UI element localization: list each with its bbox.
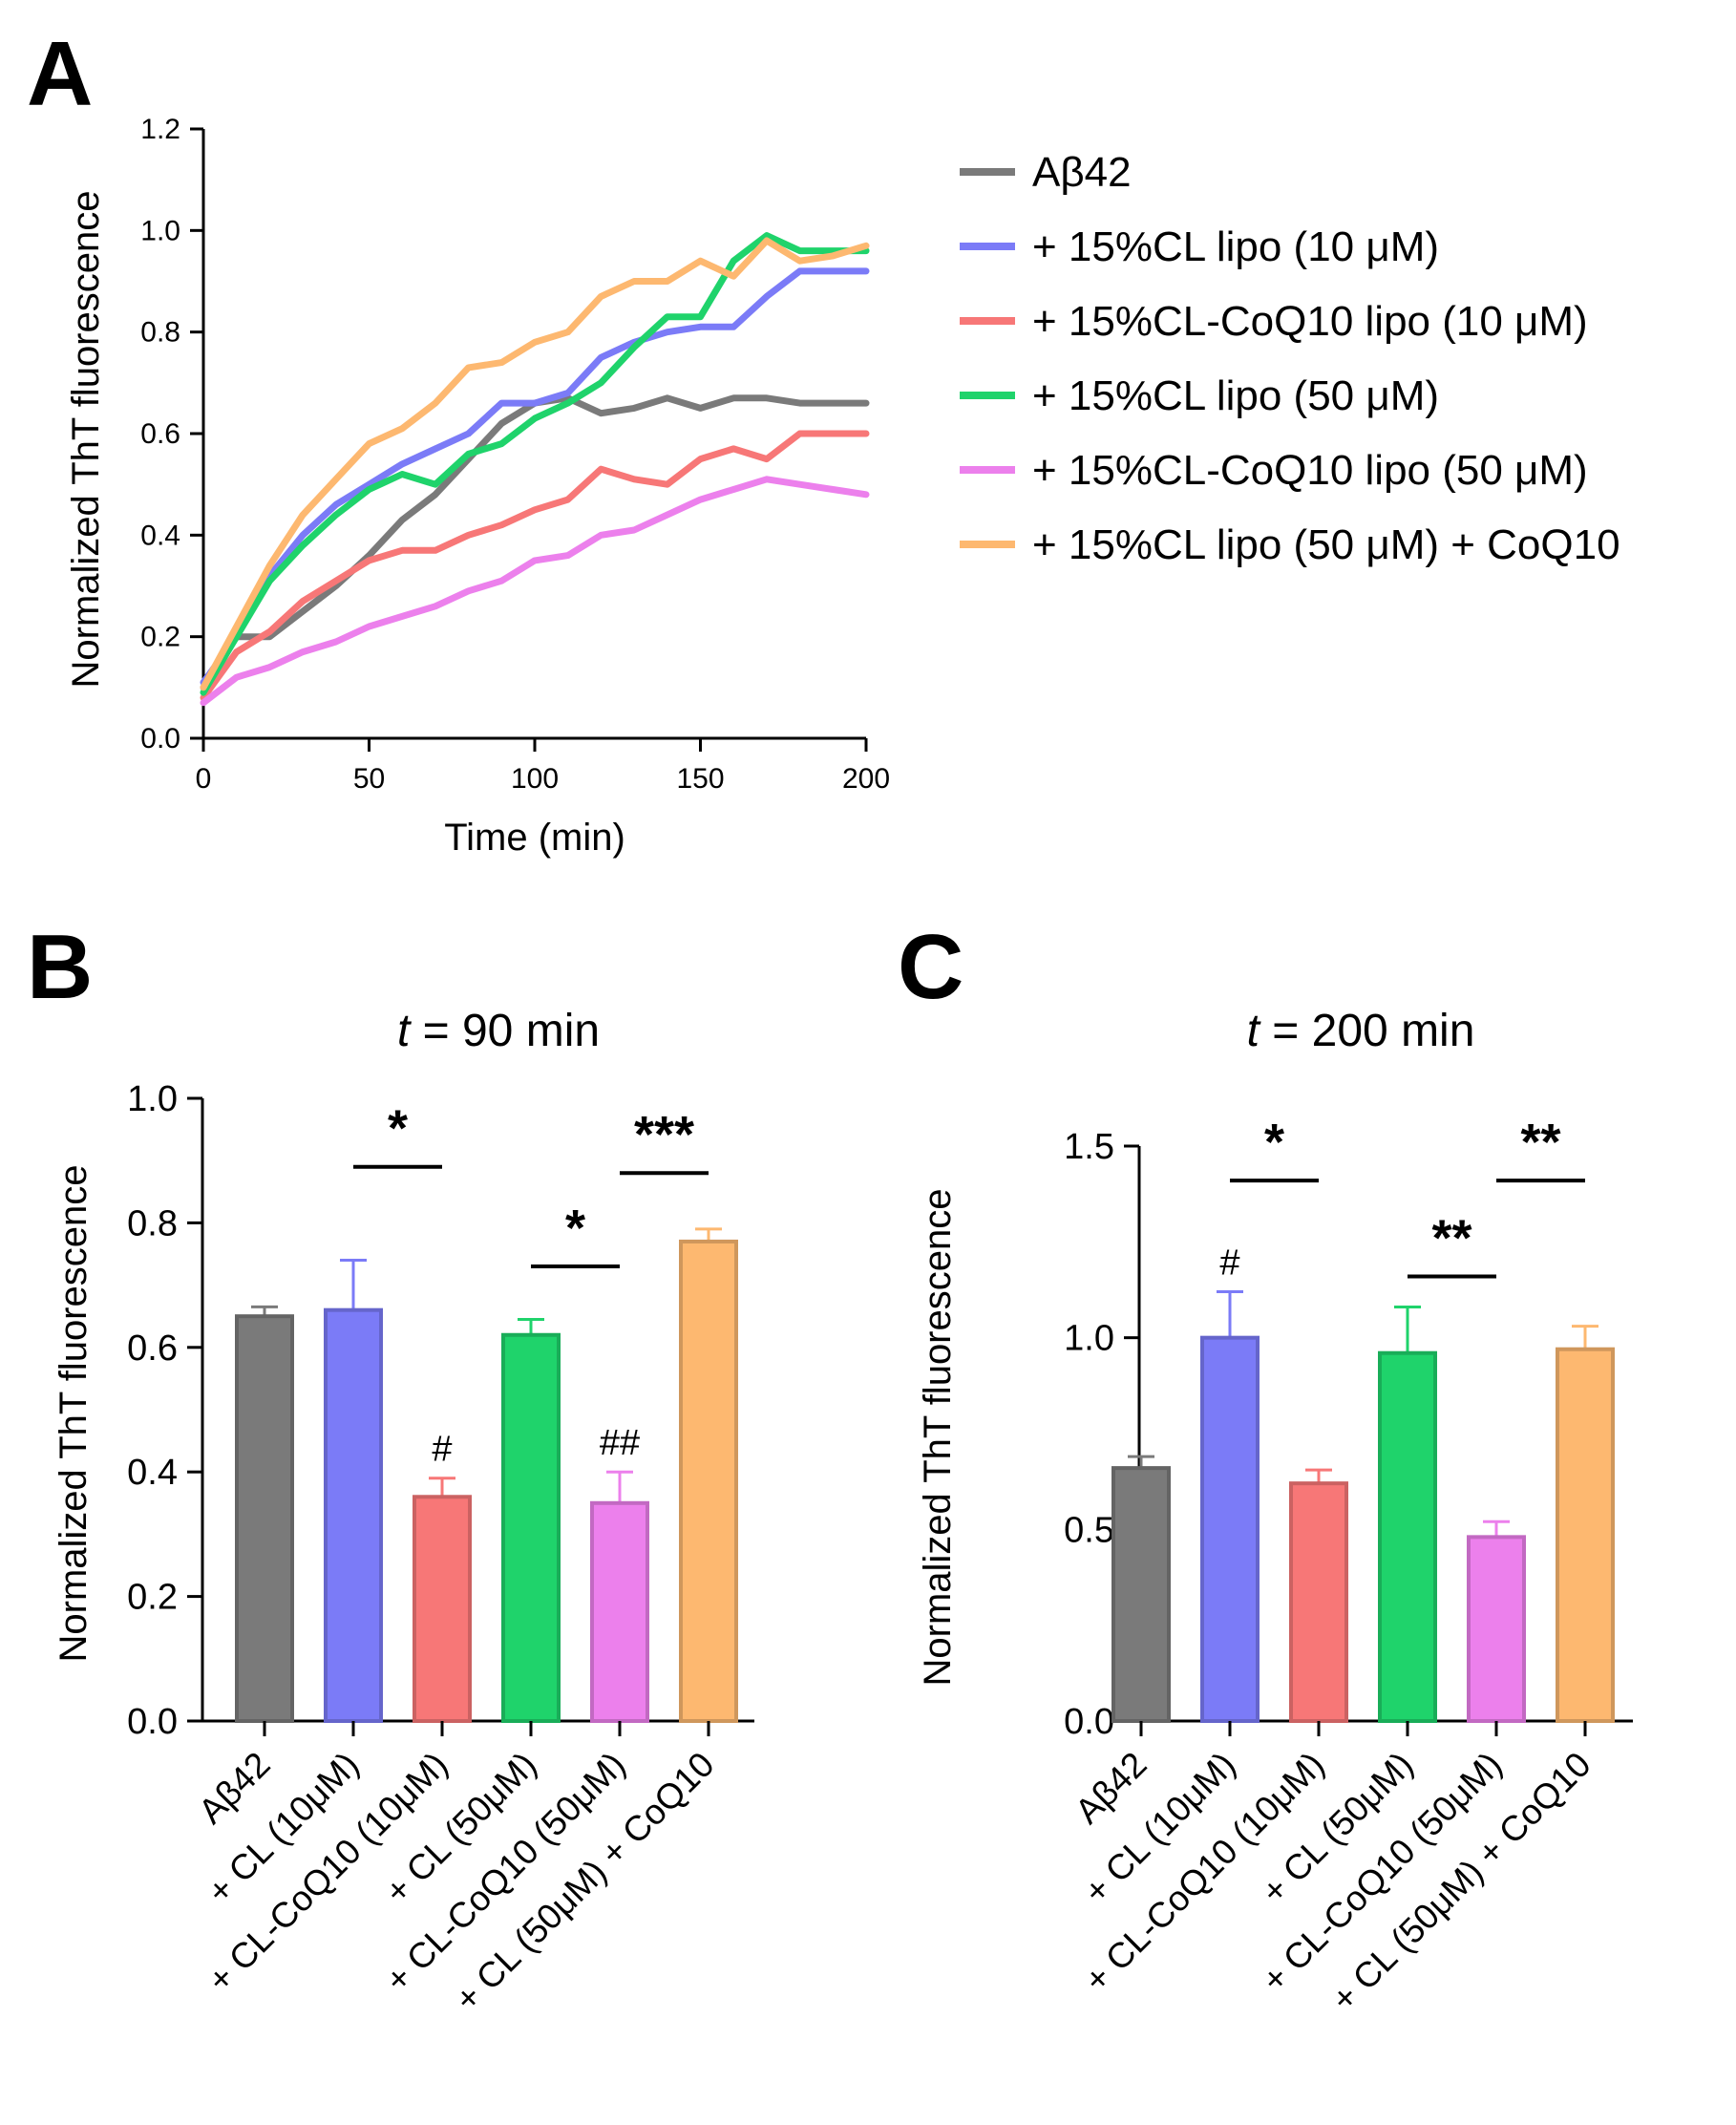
legend-label: + 15%CL lipo (50 μM) + CoQ10 bbox=[1032, 521, 1620, 568]
y-tick-label: 1.0 bbox=[1064, 1319, 1114, 1359]
bar-abeta42 bbox=[1111, 1466, 1171, 1723]
panel-c-label: C bbox=[898, 916, 963, 1018]
significance-hash: ## bbox=[600, 1423, 640, 1463]
legend: Aβ42 + 15%CL lipo (10 μM) + 15%CL-CoQ10 li… bbox=[960, 149, 1620, 568]
series-line-cl10 bbox=[200, 267, 870, 686]
panel-b-title: t = 90 min bbox=[397, 1006, 600, 1056]
significance-stars: * bbox=[1264, 1114, 1284, 1171]
y-tick-label: 0.4 bbox=[127, 1453, 178, 1493]
significance-stars: * bbox=[565, 1200, 585, 1257]
y-tick-label: 0.6 bbox=[127, 1328, 178, 1369]
significance-stars: ** bbox=[1431, 1209, 1471, 1266]
x-tick-label: 0 bbox=[196, 763, 212, 795]
panel-b-ylabel: Normalized ThT fluorescence bbox=[53, 1165, 95, 1663]
x-tick-label: 200 bbox=[842, 763, 890, 795]
series-line-clcoq10_50 bbox=[200, 476, 870, 707]
significance-stars: * bbox=[388, 1100, 408, 1158]
series-line-cl50 bbox=[200, 232, 870, 696]
x-tick-label: 50 bbox=[353, 763, 385, 795]
panel-c-bar-chart: C t = 200 min Normalized ThT fluorescenc… bbox=[898, 916, 1633, 2019]
bar-clcoq10_10 bbox=[1289, 1481, 1348, 1723]
legend-label: Aβ42 bbox=[1032, 149, 1132, 196]
panel-c-ylabel: Normalized ThT fluorescence bbox=[917, 1189, 959, 1687]
x-tick-label: 150 bbox=[676, 763, 724, 795]
bar-cl10 bbox=[1200, 1335, 1260, 1723]
panel-a-ylabel: Normalized ThT fluorescence bbox=[65, 191, 107, 689]
bar-cl50 bbox=[501, 1332, 561, 1723]
significance-hash: # bbox=[432, 1430, 452, 1470]
x-tick-label: 100 bbox=[511, 763, 559, 795]
significance-stars: *** bbox=[634, 1106, 694, 1163]
y-tick-label: 0.6 bbox=[140, 418, 180, 450]
panel-a-line-chart: A 0.0 0.2 0.4 0.6 0.8 1.0 1.2 0 50 100 150 200 Time… bbox=[27, 23, 1620, 859]
bar-cl50_coq10 bbox=[679, 1239, 738, 1723]
legend-label: + 15%CL-CoQ10 lipo (50 μM) bbox=[1032, 447, 1588, 494]
y-tick-label: 1.2 bbox=[140, 114, 180, 145]
bar-cl50_coq10 bbox=[1556, 1347, 1615, 1723]
y-tick-label: 0.8 bbox=[127, 1203, 178, 1243]
y-tick-label: 0.0 bbox=[127, 1702, 178, 1742]
panel-b-bar-chart: B t = 90 min Normalized ThT fluorescence… bbox=[27, 916, 754, 2019]
series-line-cl50_coq10 bbox=[200, 237, 870, 691]
y-tick-label: 0.5 bbox=[1064, 1510, 1114, 1550]
y-tick-label: 1.5 bbox=[1064, 1127, 1114, 1167]
significance-hash: # bbox=[1219, 1243, 1239, 1284]
y-tick-label: 0.0 bbox=[140, 723, 180, 754]
y-tick-label: 0.0 bbox=[1064, 1702, 1114, 1742]
bar-cl50 bbox=[1378, 1350, 1437, 1723]
legend-label: + 15%CL-CoQ10 lipo (10 μM) bbox=[1032, 298, 1588, 345]
panel-a-xlabel: Time (min) bbox=[444, 817, 625, 859]
legend-label: + 15%CL lipo (10 μM) bbox=[1032, 223, 1439, 270]
bar-cl10 bbox=[324, 1307, 383, 1724]
legend-label: + 15%CL lipo (50 μM) bbox=[1032, 372, 1439, 419]
significance-stars: ** bbox=[1520, 1114, 1560, 1171]
bar-abeta42 bbox=[235, 1314, 294, 1723]
series-line-clcoq10_10 bbox=[200, 430, 870, 701]
panel-a-label: A bbox=[27, 23, 93, 125]
y-tick-label: 0.2 bbox=[140, 622, 180, 653]
y-tick-label: 0.8 bbox=[140, 317, 180, 349]
bar-clcoq10_50 bbox=[590, 1500, 649, 1724]
y-tick-label: 0.2 bbox=[127, 1578, 178, 1618]
panel-c-title: t = 200 min bbox=[1247, 1006, 1475, 1056]
panel-b-label: B bbox=[27, 916, 93, 1018]
y-tick-label: 1.0 bbox=[140, 215, 180, 246]
bar-clcoq10_50 bbox=[1467, 1535, 1526, 1723]
y-tick-label: 0.4 bbox=[140, 520, 180, 551]
y-tick-label: 1.0 bbox=[127, 1079, 178, 1119]
bar-clcoq10_10 bbox=[413, 1495, 472, 1724]
